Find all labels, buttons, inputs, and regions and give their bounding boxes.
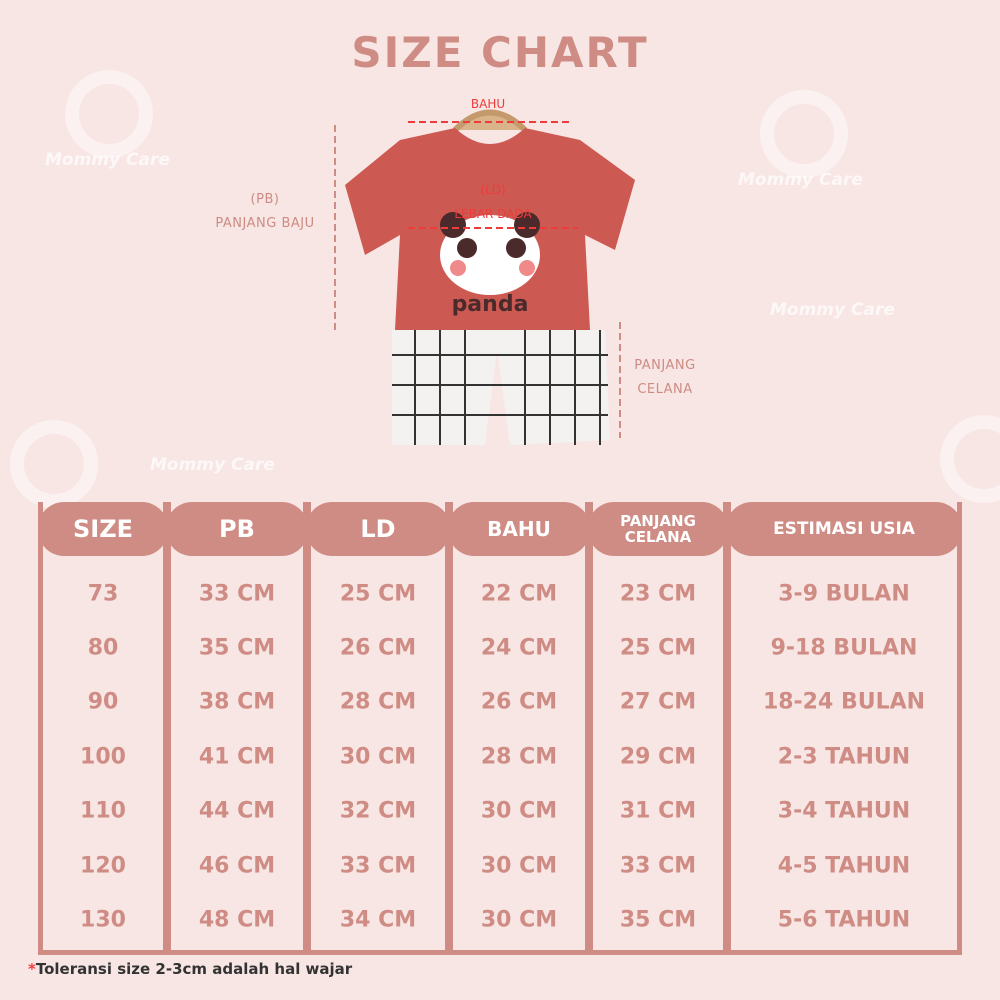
table-column bbox=[588, 502, 728, 955]
table-column bbox=[306, 502, 450, 955]
table-cell: 24 CM bbox=[480, 635, 558, 661]
table-cell: 3-4 TAHUN bbox=[777, 798, 911, 824]
bahu-label: BAHU bbox=[470, 97, 506, 111]
table-cell: 120 bbox=[80, 853, 126, 879]
panda-face-icon bbox=[440, 215, 540, 295]
column-header: SIZE bbox=[38, 502, 168, 556]
table-cell: 32 CM bbox=[339, 798, 417, 824]
pb-abbr-label: (PB) bbox=[250, 192, 280, 207]
watermark: Mommy Care bbox=[770, 300, 895, 320]
shirt-print-text: panda bbox=[451, 292, 529, 317]
column-header: PANJANG CELANA bbox=[588, 502, 728, 556]
watermark: Mommy Care bbox=[150, 455, 275, 475]
pc-label-line2: CELANA bbox=[637, 382, 693, 397]
column-header: PB bbox=[166, 502, 308, 556]
table-cell: 3-9 BULAN bbox=[778, 581, 910, 607]
table-cell: 33 CM bbox=[198, 581, 276, 607]
table-cell: 35 CM bbox=[619, 907, 697, 933]
table-cell: 80 bbox=[87, 635, 119, 661]
table-cell: 23 CM bbox=[619, 581, 697, 607]
table-cell: 25 CM bbox=[619, 635, 697, 661]
note-star: * bbox=[28, 960, 36, 978]
table-cell: 46 CM bbox=[198, 853, 276, 879]
table-cell: 44 CM bbox=[198, 798, 276, 824]
table-column bbox=[166, 502, 308, 955]
column-header: ESTIMASI USIA bbox=[726, 502, 962, 556]
table-cell: 2-3 TAHUN bbox=[777, 744, 911, 770]
table-cell: 4-5 TAHUN bbox=[777, 853, 911, 879]
table-cell: 48 CM bbox=[198, 907, 276, 933]
table-cell: 31 CM bbox=[619, 798, 697, 824]
table-column bbox=[726, 502, 962, 955]
table-cell: 30 CM bbox=[480, 907, 558, 933]
table-cell: 30 CM bbox=[339, 744, 417, 770]
page-title: SIZE CHART bbox=[351, 28, 649, 77]
table-column bbox=[38, 502, 168, 955]
note-text: Toleransi size 2-3cm adalah hal wajar bbox=[35, 960, 353, 978]
table-cell: 5-6 TAHUN bbox=[777, 907, 911, 933]
ld-label: LEBAR DADA bbox=[454, 207, 532, 221]
ld-abbr-label: (LD) bbox=[480, 183, 506, 197]
table-cell: 34 CM bbox=[339, 907, 417, 933]
watermark: Mommy Care bbox=[45, 150, 170, 170]
column-header: LD bbox=[306, 502, 450, 556]
table-cell: 30 CM bbox=[480, 798, 558, 824]
table-cell: 22 CM bbox=[480, 581, 558, 607]
table-column bbox=[448, 502, 590, 955]
table-cell: 33 CM bbox=[619, 853, 697, 879]
table-cell: 28 CM bbox=[339, 689, 417, 715]
table-cell: 26 CM bbox=[339, 635, 417, 661]
shorts-icon bbox=[392, 330, 610, 445]
tolerance-note: *Toleransi size 2-3cm adalah hal wajar bbox=[28, 960, 352, 978]
table-cell: 33 CM bbox=[339, 853, 417, 879]
table-cell: 73 bbox=[87, 581, 119, 607]
table-cell: 29 CM bbox=[619, 744, 697, 770]
pb-label: PANJANG BAJU bbox=[215, 216, 315, 231]
watermark: Mommy Care bbox=[738, 170, 863, 190]
table-cell: 100 bbox=[80, 744, 126, 770]
table-cell: 110 bbox=[80, 798, 126, 824]
garment-illustration bbox=[334, 109, 635, 445]
table-cell: 25 CM bbox=[339, 581, 417, 607]
table-cell: 38 CM bbox=[198, 689, 276, 715]
table-cell: 41 CM bbox=[198, 744, 276, 770]
table-cell: 9-18 BULAN bbox=[770, 635, 918, 661]
pc-label-line1: PANJANG bbox=[634, 358, 696, 373]
table-cell: 130 bbox=[80, 907, 126, 933]
table-cell: 30 CM bbox=[480, 853, 558, 879]
table-cell: 28 CM bbox=[480, 744, 558, 770]
table-cell: 18-24 BULAN bbox=[762, 689, 926, 715]
table-cell: 35 CM bbox=[198, 635, 276, 661]
table-cell: 26 CM bbox=[480, 689, 558, 715]
table-cell: 27 CM bbox=[619, 689, 697, 715]
column-header: BAHU bbox=[448, 502, 590, 556]
table-cell: 90 bbox=[87, 689, 119, 715]
